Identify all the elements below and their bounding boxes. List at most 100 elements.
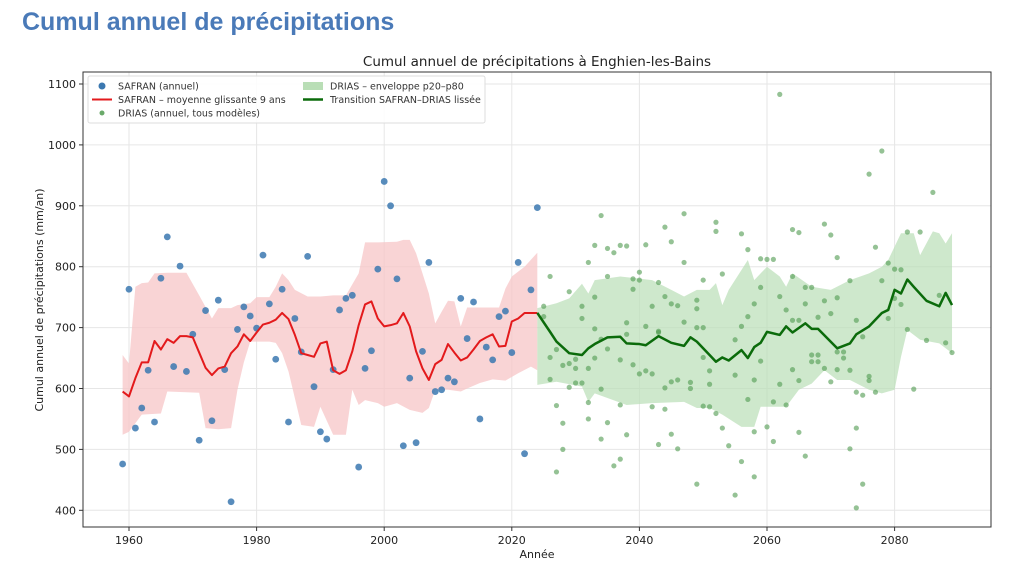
legend-marker-safran-annual (98, 82, 106, 90)
drias-point (809, 359, 815, 365)
drias-point (719, 425, 725, 431)
drias-point (866, 377, 872, 384)
drias-point (592, 355, 598, 361)
safran-point (208, 417, 216, 425)
drias-point (770, 256, 776, 262)
drias-point (853, 317, 859, 323)
drias-point (598, 436, 604, 442)
drias-point (553, 346, 560, 353)
envelopes (122, 231, 953, 435)
safran-point (195, 436, 203, 444)
legend-label: SAFRAN – moyenne glissante 9 ans (118, 95, 286, 106)
drias-point (789, 367, 796, 373)
safran-point (227, 498, 235, 506)
drias-point (943, 340, 949, 346)
drias-point (923, 337, 930, 343)
drias-point (898, 301, 904, 308)
x-tick-label: 2020 (498, 534, 526, 547)
drias-point (560, 446, 566, 452)
drias-point (860, 481, 866, 487)
drias-point (898, 267, 904, 273)
drias-point (694, 481, 700, 487)
drias-point (815, 359, 821, 365)
drias-point (796, 229, 802, 236)
safran-point (272, 355, 280, 363)
safran-point (502, 307, 509, 315)
drias-point (872, 244, 879, 250)
safran-point (361, 365, 369, 372)
x-tick-label: 1980 (243, 534, 271, 547)
drias-point (828, 232, 834, 238)
drias-point (655, 279, 662, 286)
drias-point (643, 323, 649, 329)
drias-point (662, 224, 668, 230)
drias-point (758, 256, 764, 262)
safran-point (412, 439, 420, 447)
drias-point (834, 367, 840, 373)
series-lines (122, 278, 954, 398)
safran-point (170, 363, 178, 370)
y-tick-label: 400 (55, 504, 76, 517)
drias-point (706, 381, 713, 387)
safran-point (285, 418, 292, 426)
safran-moving-mean-line (122, 300, 538, 398)
drias-point (655, 329, 662, 336)
drias-envelope-p20-p80 (537, 231, 953, 427)
drias-point (668, 239, 674, 245)
drias-point (802, 301, 808, 307)
drias-point (764, 256, 770, 262)
drias-point (598, 386, 604, 392)
safran-point (374, 265, 382, 273)
safran-point (508, 349, 516, 356)
safran-point (406, 374, 414, 382)
drias-point (847, 278, 853, 284)
safran-point (259, 251, 267, 259)
safran-point (533, 204, 541, 212)
drias-point (770, 438, 776, 445)
safran-point (470, 298, 477, 306)
drias-point (630, 286, 636, 292)
drias-point (630, 276, 636, 282)
drias-point (675, 446, 681, 452)
drias-point (892, 266, 898, 272)
drias-point (662, 385, 668, 391)
drias-point (872, 389, 879, 395)
drias-point (777, 381, 783, 387)
drias-point (624, 331, 630, 337)
drias-point (585, 416, 591, 422)
drias-point (936, 292, 942, 298)
drias-point (604, 245, 611, 252)
drias-point (649, 303, 655, 309)
drias-point (815, 314, 821, 320)
safran-point (304, 252, 312, 260)
safran-point (151, 418, 158, 426)
safran-point (482, 343, 490, 351)
legend-marker-drias-annual (99, 110, 105, 116)
drias-point (573, 365, 579, 372)
drias-point (668, 379, 674, 385)
drias-point (777, 293, 783, 300)
drias-point (566, 360, 572, 367)
drias-point (560, 362, 566, 368)
drias-point (809, 352, 815, 358)
safran-point (399, 442, 407, 450)
drias-point (553, 469, 560, 475)
drias-point (643, 368, 649, 374)
drias-point (732, 492, 738, 498)
drias-point (617, 456, 623, 462)
safran-point (157, 274, 165, 282)
legend-box (87, 75, 486, 124)
x-tick-label: 2040 (625, 534, 653, 547)
safran-point (527, 286, 535, 294)
drias-point (719, 271, 725, 277)
safran-point (125, 285, 133, 293)
legend-label: SAFRAN (annuel) (118, 82, 199, 93)
drias-point (585, 399, 591, 406)
drias-point (547, 273, 553, 280)
x-tick-label: 1960 (115, 534, 143, 547)
drias-point (821, 298, 828, 304)
drias-point (624, 243, 630, 249)
drias-point (573, 380, 579, 386)
drias-point (681, 211, 687, 217)
